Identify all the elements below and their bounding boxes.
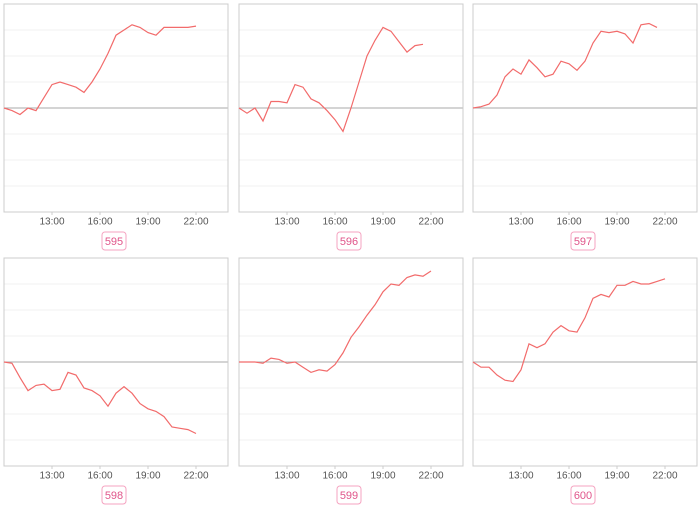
chart-label[interactable]: 599	[340, 490, 358, 502]
x-tick-label: 16:00	[322, 471, 347, 482]
x-tick-label: 13:00	[274, 471, 299, 482]
series-line	[3, 24, 197, 116]
series-line	[239, 270, 432, 374]
x-tick-label: 19:00	[135, 217, 160, 228]
x-tick-label: 22:00	[183, 217, 208, 228]
x-tick-label: 19:00	[370, 471, 395, 482]
series-line	[472, 22, 658, 109]
label-box[interactable]	[101, 485, 127, 505]
x-tick-label: 16:00	[556, 471, 581, 482]
chart-label[interactable]: 600	[574, 490, 592, 502]
x-tick-label: 13:00	[508, 471, 533, 482]
chart-label[interactable]: 596	[340, 236, 358, 248]
x-tick-label: 22:00	[418, 471, 443, 482]
x-tick-label: 19:00	[604, 471, 629, 482]
x-tick-label: 13:00	[39, 471, 64, 482]
x-tick-label: 22:00	[183, 471, 208, 482]
label-box[interactable]	[570, 231, 596, 251]
x-tick-label: 13:00	[274, 217, 299, 228]
chart-label[interactable]: 597	[574, 236, 592, 248]
series-line	[472, 278, 666, 383]
series-line	[238, 26, 424, 133]
x-tick-label: 13:00	[39, 217, 64, 228]
x-tick-label: 19:00	[370, 217, 395, 228]
x-tick-label: 16:00	[556, 217, 581, 228]
x-tick-label: 22:00	[418, 217, 443, 228]
x-tick-label: 22:00	[652, 217, 677, 228]
chart-label[interactable]: 595	[105, 236, 123, 248]
x-tick-label: 22:00	[652, 471, 677, 482]
x-tick-label: 16:00	[322, 217, 347, 228]
x-tick-label: 16:00	[87, 471, 112, 482]
x-tick-label: 16:00	[87, 217, 112, 228]
series-line	[3, 361, 197, 435]
label-box[interactable]	[101, 231, 127, 251]
label-box[interactable]	[336, 485, 362, 505]
x-tick-label: 13:00	[508, 217, 533, 228]
x-tick-label: 19:00	[604, 217, 629, 228]
x-tick-label: 19:00	[135, 471, 160, 482]
label-box[interactable]	[570, 485, 596, 505]
label-box[interactable]	[336, 231, 362, 251]
chart-label[interactable]: 598	[105, 490, 123, 502]
